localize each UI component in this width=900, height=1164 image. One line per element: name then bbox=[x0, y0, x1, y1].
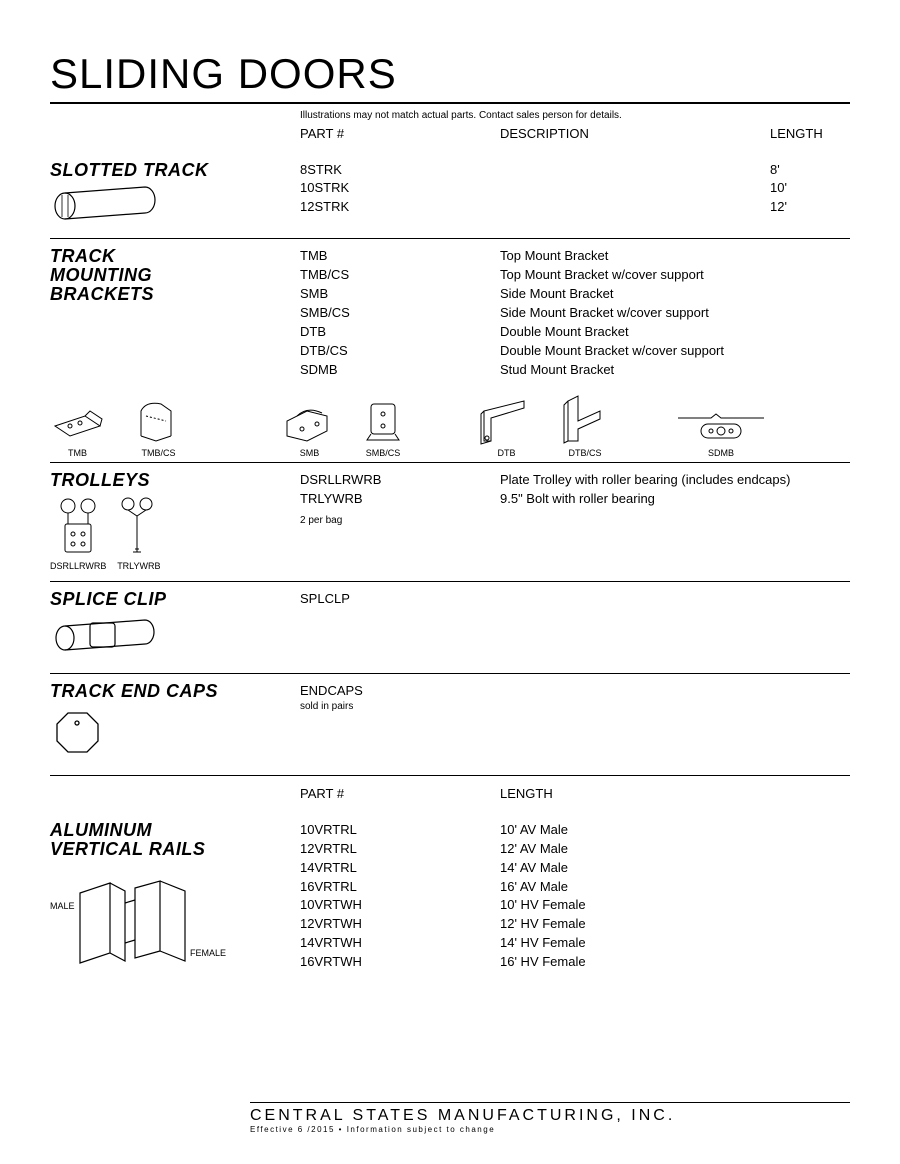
section-title: TROLLEYS bbox=[50, 471, 300, 490]
section-body: DSRLLRWRBPlate Trolley with roller beari… bbox=[300, 471, 850, 571]
section-splice-clip: SPLICE CLIP SPLCLP bbox=[50, 582, 850, 673]
table-row: 10STRK10' bbox=[300, 179, 850, 198]
slotted-track-icon bbox=[50, 183, 300, 228]
table-row: DTBDouble Mount Bracket bbox=[300, 323, 850, 342]
footer: CENTRAL STATES MANUFACTURING, INC. Effec… bbox=[50, 1102, 850, 1134]
section-end-caps: TRACK END CAPS ENDCAPS sold in pairs bbox=[50, 674, 850, 775]
table-row: SPLCLP bbox=[300, 590, 850, 609]
section-rails: PART # LENGTH bbox=[50, 776, 850, 821]
table-row: SMBSide Mount Bracket bbox=[300, 285, 850, 304]
table-row: 12VRTWH12' HV Female bbox=[300, 915, 850, 934]
table-row: 14VRTWH14' HV Female bbox=[300, 934, 850, 953]
table-row: TRLYWRB9.5" Bolt with roller bearing bbox=[300, 490, 850, 509]
header-length: LENGTH bbox=[770, 125, 850, 143]
page-title: SLIDING DOORS bbox=[50, 50, 850, 98]
table-row: 8STRK8' bbox=[300, 161, 850, 180]
table-row: ENDCAPS bbox=[300, 682, 850, 701]
section-body: TMBTop Mount Bracket TMB/CSTop Mount Bra… bbox=[300, 247, 850, 379]
tmbcs-icon: TMB/CS bbox=[131, 396, 186, 458]
section-title: SLOTTED TRACK bbox=[50, 161, 300, 180]
section-title: TRACK MOUNTING BRACKETS bbox=[50, 247, 210, 304]
table-row: 12VRTRL12' AV Male bbox=[300, 840, 850, 859]
footer-rule bbox=[250, 1102, 850, 1103]
dtbcs-icon: DTB/CS bbox=[560, 391, 610, 458]
section-body: ENDCAPS sold in pairs bbox=[300, 682, 850, 765]
sdmb-icon: SDMB bbox=[676, 406, 766, 458]
table-row: TMB/CSTop Mount Bracket w/cover support bbox=[300, 266, 850, 285]
table-row: 14VRTRL14' AV Male bbox=[300, 859, 850, 878]
table-row: 16VRTWH16' HV Female bbox=[300, 953, 850, 972]
section-body: 8STRK8' 10STRK10' 12STRK12' bbox=[300, 161, 850, 229]
table-row: SMB/CSSide Mount Bracket w/cover support bbox=[300, 304, 850, 323]
trlywrb-icon: TRLYWRB bbox=[116, 494, 161, 571]
title-rule bbox=[50, 102, 850, 104]
dtb-icon: DTB bbox=[479, 396, 534, 458]
trolley-icons: DSRLLRWRB TRLYWRB bbox=[50, 494, 300, 571]
section-track-brackets: TRACK MOUNTING BRACKETS TMBTop Mount Bra… bbox=[50, 239, 850, 381]
column-headers: PART # DESCRIPTION LENGTH bbox=[50, 125, 850, 143]
header-part: PART # bbox=[300, 125, 500, 143]
section-title: TRACK END CAPS bbox=[50, 682, 300, 701]
rails-headers: PART # LENGTH bbox=[300, 786, 850, 801]
header-length: LENGTH bbox=[500, 786, 770, 801]
disclaimer: Illustrations may not match actual parts… bbox=[300, 110, 850, 121]
table-row: 10VRTRL10' AV Male bbox=[300, 821, 850, 840]
section-title: ALUMINUM VERTICAL RAILS bbox=[50, 821, 220, 859]
bracket-illustrations: TMB TMB/CS SMB SMB/CS DTB DTB/CS SDMB bbox=[50, 391, 850, 458]
table-row: TMBTop Mount Bracket bbox=[300, 247, 850, 266]
table-row: 12STRK12' bbox=[300, 198, 850, 217]
table-row: DTB/CSDouble Mount Bracket w/cover suppo… bbox=[300, 342, 850, 361]
section-trolleys: TROLLEYS DSRLLRWRB TRLYWRB DSRLLRWRBPlat… bbox=[50, 463, 850, 581]
splice-clip-icon bbox=[50, 613, 300, 663]
dsrllrwrb-icon: DSRLLRWRB bbox=[50, 494, 106, 571]
smbcs-icon: SMB/CS bbox=[363, 396, 403, 458]
rails-icon: MALE FEMALE bbox=[50, 863, 300, 973]
header-part: PART # bbox=[300, 786, 500, 801]
section-slotted-track: SLOTTED TRACK 8STRK8' 10STRK10' 12STRK12… bbox=[50, 153, 850, 239]
endcap-icon bbox=[50, 705, 300, 765]
section-body: 10VRTRL10' AV Male 12VRTRL12' AV Male 14… bbox=[300, 821, 850, 973]
trolley-note: 2 per bag bbox=[300, 515, 850, 526]
table-row: SDMBStud Mount Bracket bbox=[300, 361, 850, 380]
table-row: DSRLLRWRBPlate Trolley with roller beari… bbox=[300, 471, 850, 490]
table-row: 10VRTWH10' HV Female bbox=[300, 896, 850, 915]
table-row: 16VRTRL16' AV Male bbox=[300, 878, 850, 897]
footer-company: CENTRAL STATES MANUFACTURING, INC. bbox=[250, 1107, 850, 1125]
endcap-note: sold in pairs bbox=[300, 701, 850, 712]
section-rails-body: ALUMINUM VERTICAL RAILS MALE FEMALE 10VR… bbox=[50, 821, 850, 983]
section-body: SPLCLP bbox=[300, 590, 850, 663]
female-label: FEMALE bbox=[190, 948, 226, 958]
footer-sub: Effective 6 /2015 • Information subject … bbox=[250, 1125, 850, 1134]
tmb-icon: TMB bbox=[50, 401, 105, 458]
male-label: MALE bbox=[50, 901, 75, 911]
header-desc: DESCRIPTION bbox=[500, 125, 770, 143]
smb-icon: SMB bbox=[282, 401, 337, 458]
section-title: SPLICE CLIP bbox=[50, 590, 300, 609]
